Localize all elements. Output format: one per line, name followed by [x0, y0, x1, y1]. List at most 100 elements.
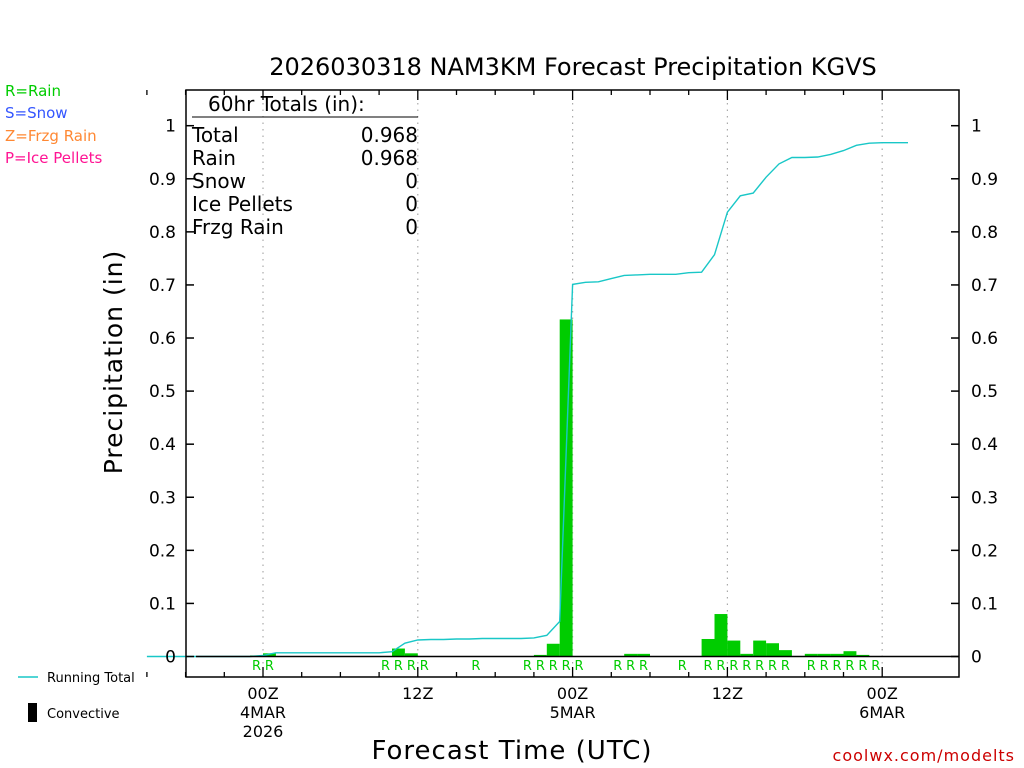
legend-frzg-rain: Z=Frzg Rain [5, 127, 97, 145]
y-tick-label-left: 0.1 [149, 594, 176, 614]
precip-bar [624, 653, 638, 657]
x-tick-label: 6MAR [859, 703, 905, 722]
precip-bar [843, 651, 857, 657]
x-axis-label: Forecast Time (UTC) [371, 736, 652, 766]
y-tick-label-right: 0.1 [971, 594, 998, 614]
precip-bar [766, 643, 779, 657]
precip-bar [263, 653, 276, 657]
precip-type-marker: R [626, 659, 635, 674]
precip-type-marker: R [716, 659, 725, 674]
x-tick-label: 00Z [247, 684, 278, 703]
precip-bar [701, 638, 715, 657]
precip-bars [250, 319, 870, 657]
y-tick-label-right: 0.2 [971, 541, 998, 561]
totals-box: 60hr Totals (in): Total 0.968 Rain 0.968… [191, 92, 418, 239]
y-tick-label-left: 0.7 [149, 276, 176, 296]
x-tick-label: 2026 [243, 722, 284, 741]
running-total-line [146, 141, 908, 658]
precip-type-marker: R [252, 659, 261, 674]
series-legend: Running Total Convective [18, 671, 135, 722]
precip-bar [637, 653, 650, 657]
x-tick-label: 12Z [402, 684, 433, 703]
precip-bar [817, 653, 831, 657]
y-axis-ticks: 0 00.1 0.10.2 0.20.3 0.30.4 0.40.5 0.50.6 0.60.… [149, 117, 998, 668]
totals-label-rain: Rain [192, 146, 236, 170]
x-tick-label: 12Z [712, 684, 743, 703]
precip-bar [830, 653, 844, 657]
y-tick-label-left: 0.6 [149, 329, 176, 349]
precip-bar [753, 640, 767, 657]
precip-type-marker: R [807, 659, 816, 674]
y-tick-label-right: 0 [971, 648, 982, 668]
x-tick-label: 4MAR [240, 703, 286, 722]
precip-type-marker: R [742, 659, 751, 674]
x-tick-label: 5MAR [550, 703, 596, 722]
totals-label-total: Total [191, 123, 239, 147]
precip-bar [533, 654, 547, 657]
x-tick-label: 00Z [867, 684, 898, 703]
precip-type-marker: R [704, 659, 713, 674]
precip-type-marker: R [381, 659, 390, 674]
precip-type-marker: R [562, 659, 571, 674]
precip-type-marker: R [265, 659, 274, 674]
precip-type-marker: R [678, 659, 687, 674]
precip-type-marker: R [871, 659, 880, 674]
totals-value-rain: 0.968 [361, 146, 418, 170]
y-tick-label-left: 0 [165, 648, 176, 668]
convective-legend-label: Convective [47, 707, 120, 722]
y-tick-label-right: 0.3 [971, 488, 998, 508]
y-tick-label-left: 1 [165, 117, 176, 137]
precip-bar [856, 654, 870, 657]
running-total-path [146, 141, 908, 658]
precip-bar [546, 643, 560, 657]
precip-type-legend: R=Rain S=Snow Z=Frzg Rain P=Ice Pellets [5, 82, 102, 167]
y-tick-label-right: 0.9 [971, 170, 998, 190]
y-tick-label-left: 0.2 [149, 541, 176, 561]
y-tick-label-left: 0.5 [149, 382, 176, 402]
legend-snow: S=Snow [5, 104, 68, 122]
precip-bar [559, 319, 573, 657]
precip-bar [779, 650, 792, 657]
legend-rain: R=Rain [5, 82, 61, 100]
precip-bar [714, 614, 728, 657]
totals-value-total: 0.968 [361, 123, 418, 147]
precip-type-marker: R [755, 659, 764, 674]
y-tick-label-left: 0.4 [149, 435, 176, 455]
totals-label-frzg-rain: Frzg Rain [192, 215, 284, 239]
precip-type-marker: R [536, 659, 545, 674]
chart-title: 2026030318 NAM3KM Forecast Precipitation… [269, 53, 877, 81]
x-tick-label: 00Z [557, 684, 588, 703]
precip-bar [727, 640, 741, 657]
y-tick-label-right: 0.6 [971, 329, 998, 349]
y-axis-label: Precipitation (in) [99, 250, 128, 475]
precip-type-marker: R [858, 659, 867, 674]
precip-bar [740, 653, 754, 657]
y-tick-label-right: 1 [971, 117, 982, 137]
precip-type-marker: R [833, 659, 842, 674]
precip-type-marker: R [613, 659, 622, 674]
precip-bar [404, 653, 418, 657]
precip-bar [804, 653, 818, 657]
precip-type-marker: R [471, 659, 480, 674]
credit-text: coolwx.com/modelts [833, 746, 1015, 765]
totals-label-snow: Snow [192, 169, 246, 193]
totals-value-snow: 0 [405, 169, 418, 193]
precip-type-marker: R [394, 659, 403, 674]
y-tick-label-right: 0.5 [971, 382, 998, 402]
precip-bar [392, 648, 405, 657]
y-tick-label-right: 0.4 [971, 435, 998, 455]
y-tick-label-right: 0.8 [971, 223, 998, 243]
precip-type-marker: R [549, 659, 558, 674]
precip-type-marker: R [420, 659, 429, 674]
precip-type-marker: R [639, 659, 648, 674]
y-tick-label-left: 0.9 [149, 170, 176, 190]
totals-label-ice-pellets: Ice Pellets [192, 192, 293, 216]
convective-legend-swatch [28, 703, 37, 722]
y-tick-label-right: 0.7 [971, 276, 998, 296]
y-tick-label-left: 0.8 [149, 223, 176, 243]
precip-type-marker: R [820, 659, 829, 674]
precip-type-marker: R [523, 659, 532, 674]
